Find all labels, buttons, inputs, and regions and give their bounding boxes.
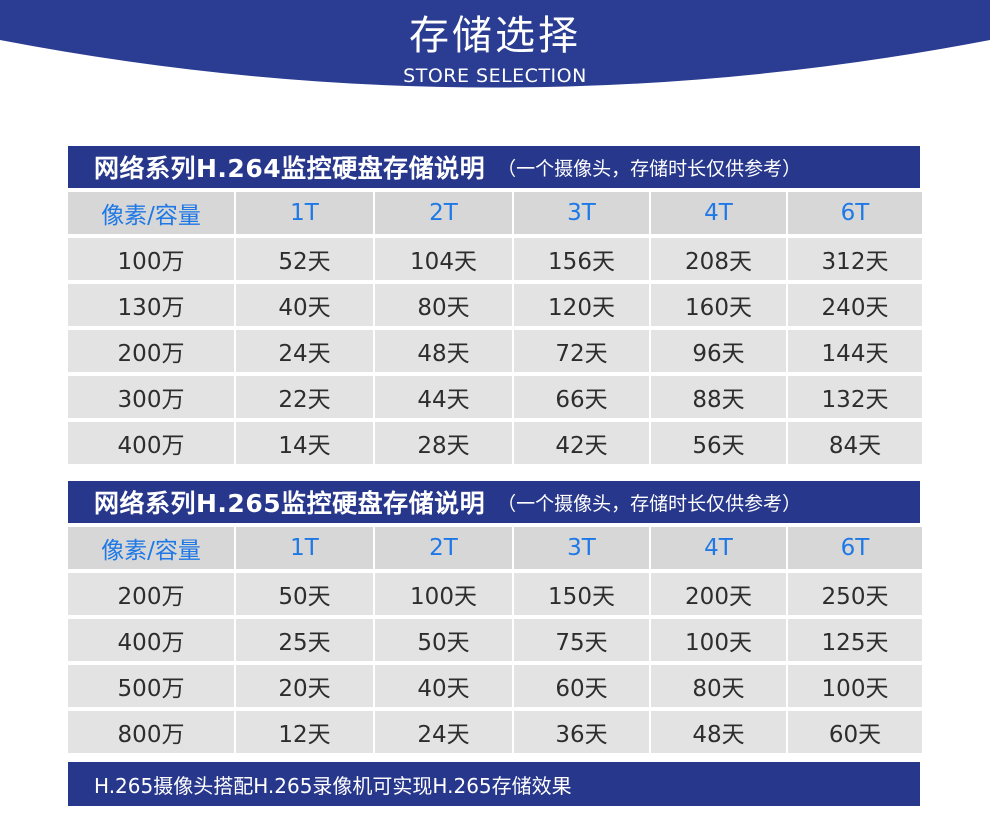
table-cell: 160天 (651, 284, 786, 326)
table-cell: 72天 (514, 330, 649, 372)
table-cell: 66天 (514, 376, 649, 418)
table-cell: 96天 (651, 330, 786, 372)
table-cell: 22天 (236, 376, 373, 418)
row-label-cell: 300万 (68, 376, 234, 418)
column-header: 1T (236, 527, 373, 569)
table-cell: 208天 (651, 238, 786, 280)
page-subtitle: STORE SELECTION (403, 65, 587, 87)
table-cell: 120天 (514, 284, 649, 326)
table-cell: 25天 (236, 619, 373, 661)
column-header: 4T (651, 192, 786, 234)
table-cell: 48天 (651, 711, 786, 753)
table-cell: 50天 (375, 619, 512, 661)
table-grid: 像素/容量 1T 2T 3T 4T 6T 200万 50天 100天 150天 … (68, 527, 922, 753)
row-label-cell: 200万 (68, 330, 234, 372)
row-label-cell: 400万 (68, 619, 234, 661)
table-cell: 104天 (375, 238, 512, 280)
footer-note: H.265摄像头搭配H.265录像机可实现H.265存储效果 (68, 762, 920, 806)
column-header: 6T (788, 192, 922, 234)
table-cell: 80天 (651, 665, 786, 707)
column-header: 6T (788, 527, 922, 569)
table-note: （一个摄像头，存储时长仅供参考） (497, 492, 802, 515)
row-label-cell: 800万 (68, 711, 234, 753)
table-cell: 60天 (514, 665, 649, 707)
table-cell: 24天 (236, 330, 373, 372)
table-cell: 100天 (788, 665, 922, 707)
table-cell: 52天 (236, 238, 373, 280)
table-cell: 48天 (375, 330, 512, 372)
column-header: 4T (651, 527, 786, 569)
table-cell: 125天 (788, 619, 922, 661)
table-cell: 156天 (514, 238, 649, 280)
table-cell: 44天 (375, 376, 512, 418)
column-header: 2T (375, 192, 512, 234)
table-cell: 80天 (375, 284, 512, 326)
table-cell: 100天 (651, 619, 786, 661)
table-cell: 240天 (788, 284, 922, 326)
column-header: 3T (514, 192, 649, 234)
table-cell: 60天 (788, 711, 922, 753)
row-label-cell: 500万 (68, 665, 234, 707)
table-title: 网络系列H.264监控硬盘存储说明 (94, 154, 486, 183)
column-header: 3T (514, 527, 649, 569)
table-cell: 12天 (236, 711, 373, 753)
table-title: 网络系列H.265监控硬盘存储说明 (94, 489, 486, 518)
table-cell: 28天 (375, 422, 512, 464)
page-title: 存储选择 (409, 13, 581, 59)
column-header: 像素/容量 (68, 192, 234, 234)
table-cell: 20天 (236, 665, 373, 707)
table-cell: 40天 (236, 284, 373, 326)
table-title-bar: 网络系列H.264监控硬盘存储说明 （一个摄像头，存储时长仅供参考） (68, 146, 920, 188)
table-cell: 144天 (788, 330, 922, 372)
table-cell: 250天 (788, 573, 922, 615)
table-cell: 100天 (375, 573, 512, 615)
row-label-cell: 400万 (68, 422, 234, 464)
table-cell: 75天 (514, 619, 649, 661)
column-header: 1T (236, 192, 373, 234)
header-banner (0, 0, 990, 88)
table-cell: 132天 (788, 376, 922, 418)
table-cell: 40天 (375, 665, 512, 707)
h265-storage-table: 网络系列H.265监控硬盘存储说明 （一个摄像头，存储时长仅供参考） 像素/容量… (68, 481, 922, 753)
table-cell: 200天 (651, 573, 786, 615)
table-cell: 24天 (375, 711, 512, 753)
row-label-cell: 100万 (68, 238, 234, 280)
table-grid: 像素/容量 1T 2T 3T 4T 6T 100万 52天 104天 156天 … (68, 192, 922, 464)
table-cell: 84天 (788, 422, 922, 464)
table-cell: 50天 (236, 573, 373, 615)
table-title-bar: 网络系列H.265监控硬盘存储说明 （一个摄像头，存储时长仅供参考） (68, 481, 920, 523)
table-note: （一个摄像头，存储时长仅供参考） (497, 157, 802, 180)
table-cell: 312天 (788, 238, 922, 280)
row-label-cell: 130万 (68, 284, 234, 326)
row-label-cell: 200万 (68, 573, 234, 615)
column-header: 像素/容量 (68, 527, 234, 569)
table-cell: 88天 (651, 376, 786, 418)
table-cell: 36天 (514, 711, 649, 753)
table-cell: 56天 (651, 422, 786, 464)
h264-storage-table: 网络系列H.264监控硬盘存储说明 （一个摄像头，存储时长仅供参考） 像素/容量… (68, 146, 922, 464)
column-header: 2T (375, 527, 512, 569)
table-cell: 150天 (514, 573, 649, 615)
table-cell: 42天 (514, 422, 649, 464)
table-cell: 14天 (236, 422, 373, 464)
